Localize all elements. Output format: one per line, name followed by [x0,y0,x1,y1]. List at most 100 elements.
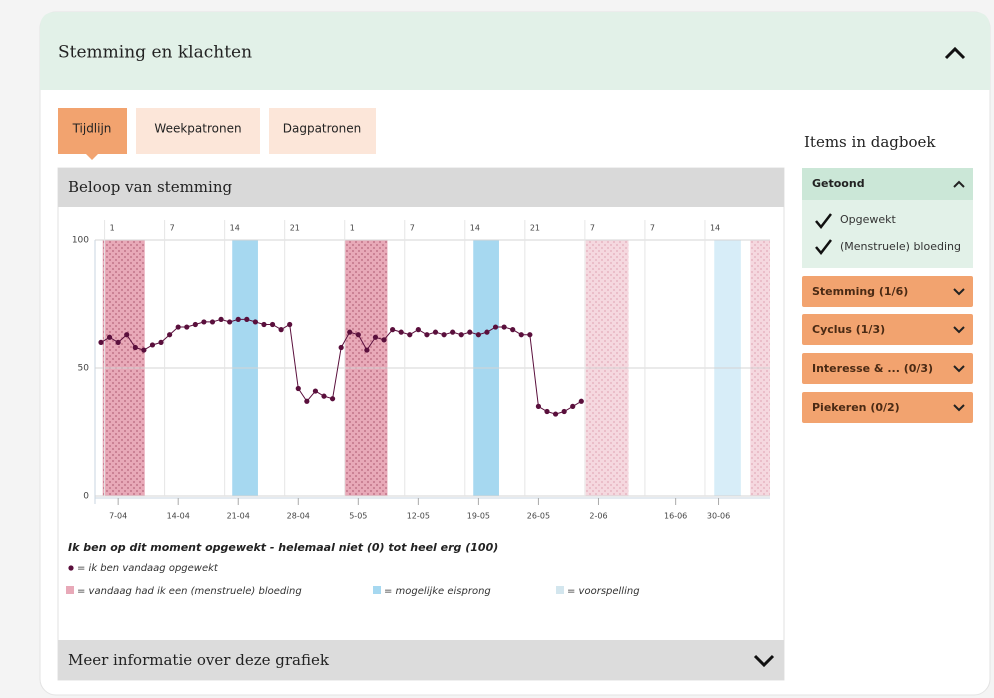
expand-icon[interactable] [953,326,965,334]
data-point [492,324,499,330]
data-point [167,332,173,338]
group-label: Stemming (1/6) [812,285,908,298]
group-header[interactable] [802,276,973,307]
data-point [287,321,293,328]
checkbox[interactable] [815,239,832,255]
data-point [329,396,336,402]
tab-pointer [86,154,98,160]
y-tick-label: 100 [72,236,89,246]
data-point [175,324,181,330]
y-tick-label: 0 [83,492,89,502]
data-point [192,321,198,328]
x-tick-label: 26-05 [527,512,550,521]
cycle-day-label: 7 [650,224,655,233]
data-point [381,337,387,343]
data-point [252,319,258,325]
data-point [98,339,104,345]
data-point [535,403,542,409]
data-point [244,316,250,322]
chart-box [57,167,785,681]
data-point [484,329,490,335]
data-point [441,332,447,338]
y-tick-label: 50 [78,364,90,374]
expand-icon[interactable] [753,654,775,668]
data-point [201,319,207,325]
tab-label: Weekpatronen [154,122,241,136]
data-point [578,398,584,404]
data-point [570,403,576,409]
data-point [261,321,267,328]
collapse-icon[interactable] [953,180,965,188]
data-point [355,332,361,338]
data-point [518,332,524,338]
data-point [552,411,559,417]
tab-label: Tijdlijn [72,122,112,136]
data-point [227,319,233,325]
shown-title: Getoond [812,177,865,190]
x-tick-label: 16-06 [664,512,687,521]
x-tick-label: 2-06 [589,512,607,521]
data-point [235,316,241,322]
shown-body [802,200,973,268]
tab-active[interactable] [58,108,127,154]
data-point [467,329,473,335]
data-point [527,332,533,338]
sidebar-title: Items in dagboek [804,133,936,151]
panel-title: Stemming en klachten [58,43,252,63]
collapse-icon[interactable] [944,46,966,60]
cycle-day-label: 14 [470,224,480,233]
data-point [115,339,121,345]
chart-header [58,168,784,207]
x-tick-label: 12-05 [407,512,430,521]
data-point [149,342,156,348]
group-header[interactable] [802,353,973,384]
legend-label: = voorspelling [567,586,640,597]
x-tick-label: 7-04 [109,512,127,521]
data-point [458,332,464,338]
data-point [407,332,413,338]
expand-icon[interactable] [953,288,965,296]
cycle-day-label: 7 [590,224,595,233]
cycle-day-label: 21 [530,224,540,233]
shown-header[interactable] [802,168,973,200]
tab[interactable] [136,108,260,154]
cycle-day-label: 14 [230,224,240,233]
data-point [372,334,379,340]
cycle-day-label: 7 [170,224,175,233]
data-point [347,329,353,335]
group-label: Interesse & ... (0/3) [812,362,933,375]
cycle-day-label: 14 [710,224,720,233]
checkbox[interactable] [815,213,832,229]
group-header[interactable] [802,392,973,423]
data-point [501,324,507,330]
cycle-day-label: 21 [290,224,300,233]
cycle-day-label: 1 [110,224,115,233]
legend-marker [68,565,74,571]
more-info-bar[interactable] [58,640,784,680]
group-header[interactable] [802,314,973,345]
data-point [475,332,481,338]
data-point [510,327,516,333]
data-point [124,332,130,338]
data-point [398,329,404,335]
data-point [184,324,190,330]
data-point [295,385,301,392]
chart-subtitle: Ik ben op dit moment opgewekt - helemaal… [68,541,498,554]
group-label: Cyclus (1/3) [812,323,885,336]
data-point [209,319,216,325]
legend-label: = mogelijke eisprong [384,586,491,597]
data-point [218,316,224,322]
expand-icon[interactable] [953,404,965,412]
data-point [390,327,396,333]
data-point [561,408,567,415]
tab[interactable] [269,108,376,154]
data-point [132,344,138,351]
chart-title: Beloop van stemming [68,178,232,196]
group-label: Piekeren (0/2) [812,401,900,414]
expand-icon[interactable] [953,365,965,373]
legend-swatch [66,586,74,594]
tab-label: Dagpatronen [283,122,362,136]
x-tick-label: 19-05 [467,512,490,521]
x-tick-label: 14-04 [167,512,190,521]
